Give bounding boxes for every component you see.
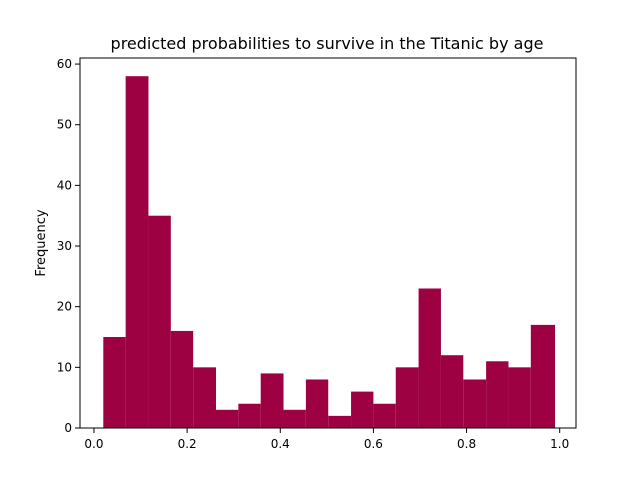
histogram-bar [125,76,149,428]
plot-frame [79,57,577,429]
y-tick-label: 10 [57,360,72,374]
x-axis: 0.0 0.2 0.4 0.6 0.8 1.0 [84,428,569,451]
y-tick-label: 30 [57,239,72,253]
y-tick-label: 0 [64,421,72,435]
x-tick-label: 0.2 [178,437,197,451]
y-tick-label: 20 [57,300,72,314]
y-axis: 0 10 20 30 40 50 60 [57,57,80,435]
histogram-bar [395,367,419,428]
histogram-bar [328,415,352,428]
histogram-bar [215,409,239,428]
y-tick-label: 40 [57,178,72,192]
histogram-bar [530,324,556,428]
y-tick-label: 60 [57,57,72,71]
chart-title: predicted probabilities to survive in th… [111,34,544,53]
histogram-bar [418,288,441,428]
histogram-bar [283,409,306,428]
histogram-bar [508,367,531,428]
histogram-bar [238,403,261,428]
bars-group [103,76,556,428]
x-tick-label: 0.0 [84,437,103,451]
histogram-bar [170,330,194,428]
histogram-bar [440,355,464,428]
histogram-bar [148,215,171,428]
histogram-bar [463,379,487,428]
histogram-bar [373,403,396,428]
y-axis-label: Frequency [34,209,49,276]
x-tick-label: 0.6 [364,437,383,451]
histogram-bar [351,391,374,428]
x-tick-label: 1.0 [550,437,569,451]
histogram-bar [305,379,329,428]
y-tick-label: 50 [57,118,72,132]
x-tick-label: 0.8 [457,437,476,451]
histogram-bar [486,361,509,428]
histogram-bar [260,373,284,428]
histogram-bar [103,337,126,428]
histogram-bar [193,367,216,428]
x-tick-label: 0.4 [271,437,290,451]
